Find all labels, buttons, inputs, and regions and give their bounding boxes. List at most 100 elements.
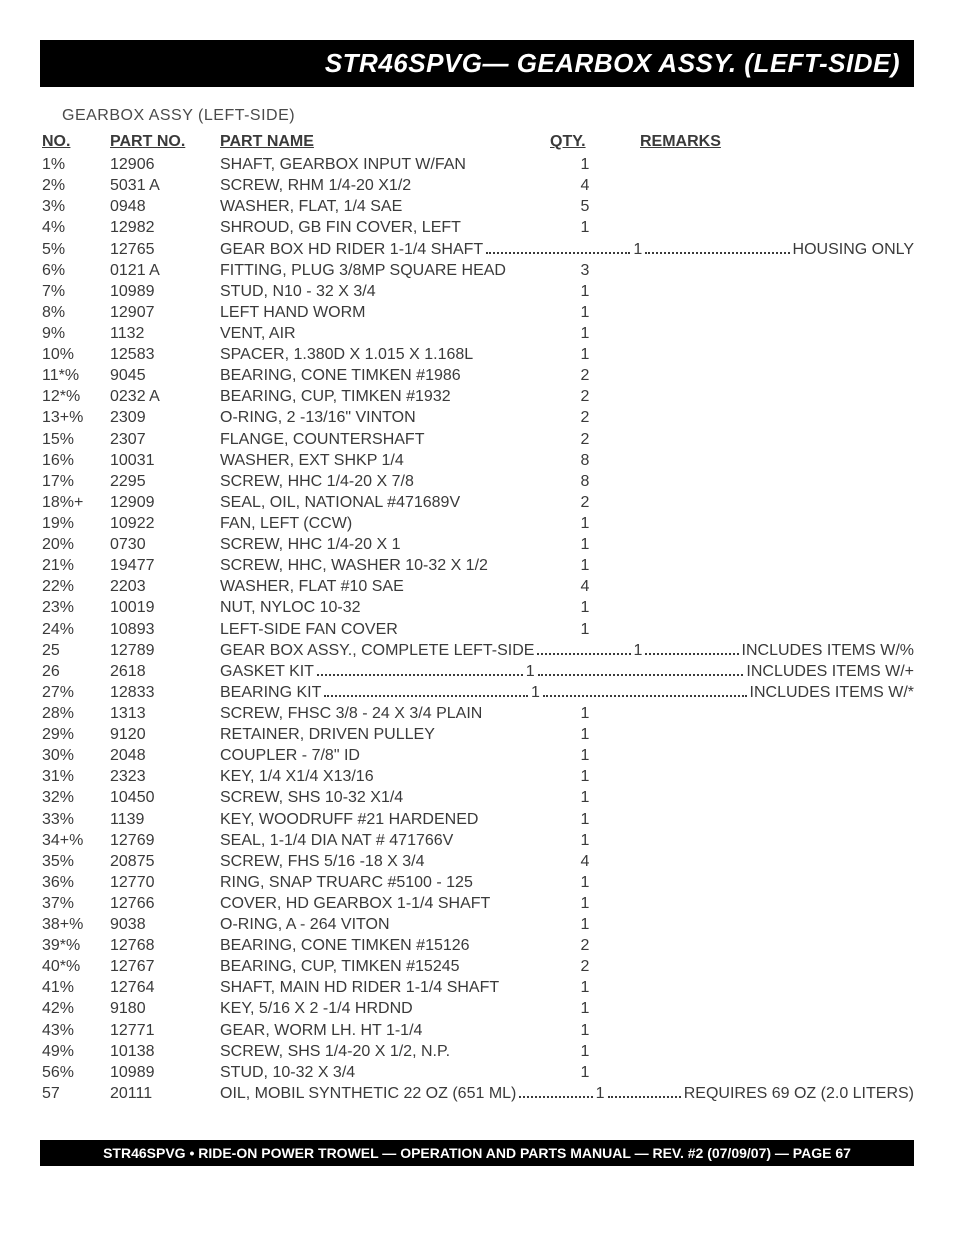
cell-no: 21% [40, 555, 110, 576]
cell-part-no: 12906 [110, 154, 220, 175]
cell-remarks [620, 914, 914, 935]
cell-remarks [620, 302, 914, 323]
table-row: 20%0730SCREW, HHC 1/4-20 X 11 [40, 534, 914, 555]
cell-qty: 1 [634, 640, 643, 661]
cell-qty: 2 [550, 429, 620, 450]
cell-part-name: GEAR BOX ASSY., COMPLETE LEFT-SIDE [220, 640, 534, 661]
cell-qty: 5 [550, 196, 620, 217]
cell-no: 3% [40, 196, 110, 217]
cell-qty: 1 [550, 872, 620, 893]
cell-no: 35% [40, 851, 110, 872]
cell-no: 20% [40, 534, 110, 555]
cell-remarks [620, 386, 914, 407]
cell-qty: 4 [550, 851, 620, 872]
table-row: 56%10989STUD, 10-32 X 3/41 [40, 1062, 914, 1083]
cell-part-name: GASKET KIT [220, 661, 314, 682]
cell-qty: 1 [550, 555, 620, 576]
table-row: 11*%9045BEARING, CONE TIMKEN #19862 [40, 365, 914, 386]
cell-part-no: 12765 [110, 239, 220, 260]
cell-no: 30% [40, 745, 110, 766]
cell-part-name: KEY, 5/16 X 2 -1/4 HRDND [220, 998, 550, 1019]
col-header-no: NO. [40, 131, 110, 154]
table-row: 2512789GEAR BOX ASSY., COMPLETE LEFT-SID… [40, 640, 914, 661]
cell-no: 40*% [40, 956, 110, 977]
cell-qty: 1 [550, 977, 620, 998]
section-subtitle: GEARBOX ASSY (LEFT-SIDE) [62, 107, 914, 125]
cell-part-name: LEFT-SIDE FAN COVER [220, 619, 550, 640]
cell-no: 11*% [40, 365, 110, 386]
cell-part-name: SCREW, RHM 1/4-20 X1/2 [220, 175, 550, 196]
cell-qty: 1 [550, 534, 620, 555]
cell-remarks [620, 1041, 914, 1062]
table-row: 24%10893LEFT-SIDE FAN COVER1 [40, 619, 914, 640]
cell-part-no: 10450 [110, 787, 220, 808]
cell-qty: 4 [550, 175, 620, 196]
cell-qty: 1 [550, 302, 620, 323]
table-row: 21%19477SCREW, HHC, WASHER 10-32 X 1/21 [40, 555, 914, 576]
cell-no: 8% [40, 302, 110, 323]
table-row: 5720111OIL, MOBIL SYNTHETIC 22 OZ (651 M… [40, 1083, 914, 1104]
cell-part-name: BEARING, CUP, TIMKEN #15245 [220, 956, 550, 977]
cell-part-no: 12833 [110, 682, 220, 703]
cell-remarks [620, 956, 914, 977]
cell-qty: 8 [550, 450, 620, 471]
cell-no: 43% [40, 1020, 110, 1041]
cell-qty: 1 [550, 281, 620, 302]
cell-remarks [620, 513, 914, 534]
cell-remarks [620, 766, 914, 787]
cell-no: 26 [40, 661, 110, 682]
cell-qty: 2 [550, 492, 620, 513]
cell-remarks [620, 323, 914, 344]
cell-part-name: STUD, 10-32 X 3/4 [220, 1062, 550, 1083]
cell-part-name: KEY, WOODRUFF #21 HARDENED [220, 809, 550, 830]
cell-remarks [620, 703, 914, 724]
cell-no: 32% [40, 787, 110, 808]
cell-part-no: 1313 [110, 703, 220, 724]
cell-part-name: SCREW, HHC, WASHER 10-32 X 1/2 [220, 555, 550, 576]
cell-part-no: 12766 [110, 893, 220, 914]
cell-qty: 1 [550, 619, 620, 640]
cell-no: 23% [40, 597, 110, 618]
cell-no: 7% [40, 281, 110, 302]
cell-part-no: 12769 [110, 830, 220, 851]
cell-remarks [620, 281, 914, 302]
cell-remarks [620, 809, 914, 830]
col-header-qty: QTY. [550, 131, 620, 154]
cell-qty: 1 [550, 830, 620, 851]
cell-remarks [620, 724, 914, 745]
cell-qty: 1 [550, 914, 620, 935]
cell-part-no: 2203 [110, 576, 220, 597]
cell-qty: 1 [550, 766, 620, 787]
cell-part-no: 9180 [110, 998, 220, 1019]
cell-no: 41% [40, 977, 110, 998]
cell-part-no: 9120 [110, 724, 220, 745]
cell-part-no: 1132 [110, 323, 220, 344]
cell-qty: 1 [596, 1083, 605, 1104]
cell-qty: 1 [550, 1062, 620, 1083]
table-row: 15%2307FLANGE, COUNTERSHAFT2 [40, 429, 914, 450]
cell-part-name: RING, SNAP TRUARC #5100 - 125 [220, 872, 550, 893]
cell-part-no: 12789 [110, 640, 220, 661]
cell-remarks [620, 787, 914, 808]
table-row: 13+%2309O-RING, 2 -13/16" VINTON2 [40, 407, 914, 428]
cell-part-no: 10019 [110, 597, 220, 618]
cell-no: 56% [40, 1062, 110, 1083]
cell-part-name: SEAL, 1-1/4 DIA NAT # 471766V [220, 830, 550, 851]
cell-no: 16% [40, 450, 110, 471]
cell-dotted: OIL, MOBIL SYNTHETIC 22 OZ (651 ML)1REQU… [220, 1083, 914, 1104]
cell-part-name: GEAR BOX HD RIDER 1-1/4 SHAFT [220, 239, 483, 260]
cell-no: 25 [40, 640, 110, 661]
cell-qty: 2 [550, 386, 620, 407]
cell-part-no: 10922 [110, 513, 220, 534]
cell-part-name: SCREW, FHSC 3/8 - 24 X 3/4 PLAIN [220, 703, 550, 724]
cell-part-name: KEY, 1/4 X1/4 X13/16 [220, 766, 550, 787]
cell-part-no: 10989 [110, 281, 220, 302]
cell-part-name: SCREW, FHS 5/16 -18 X 3/4 [220, 851, 550, 872]
cell-part-no: 0121 A [110, 260, 220, 281]
cell-no: 24% [40, 619, 110, 640]
table-row: 12*%0232 ABEARING, CUP, TIMKEN #19322 [40, 386, 914, 407]
parts-table: NO. PART NO. PART NAME QTY. REMARKS 1%12… [40, 131, 914, 1104]
cell-dotted: BEARING KIT1INCLUDES ITEMS W/* [220, 682, 914, 703]
cell-part-name: O-RING, 2 -13/16" VINTON [220, 407, 550, 428]
cell-qty: 1 [550, 893, 620, 914]
